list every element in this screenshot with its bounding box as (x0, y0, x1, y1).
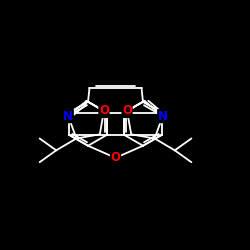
Text: O: O (122, 104, 132, 118)
Text: N: N (63, 110, 73, 123)
Text: O: O (99, 104, 109, 118)
Text: N: N (158, 110, 168, 123)
Text: O: O (110, 151, 120, 164)
